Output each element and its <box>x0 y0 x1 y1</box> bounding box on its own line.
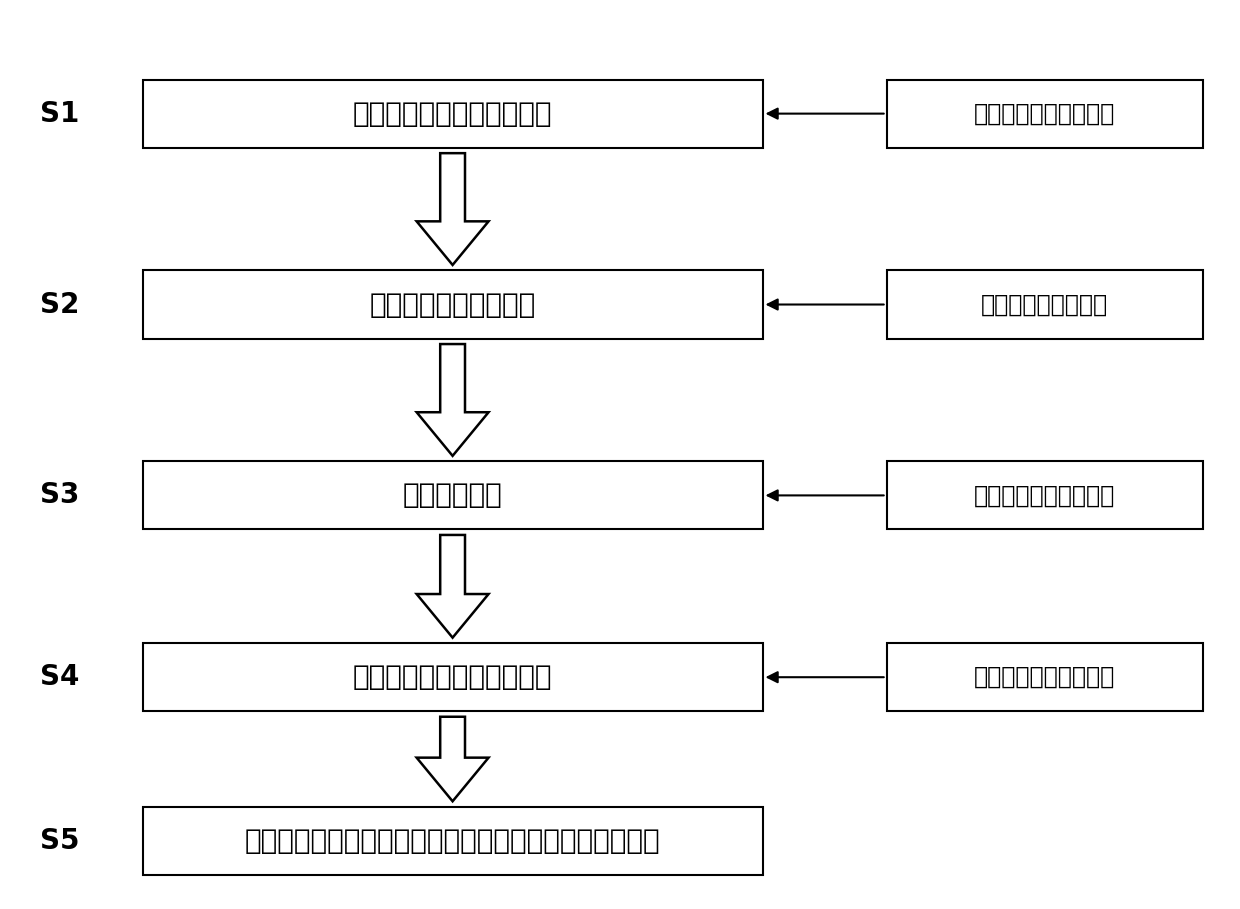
Polygon shape <box>417 534 489 638</box>
Text: 舌瓣闸调整至直立状态: 舌瓣闸调整至直立状态 <box>975 102 1115 125</box>
Text: 渠池水体体积: 渠池水体体积 <box>403 482 502 509</box>
Bar <box>143 461 763 529</box>
Text: 渠道水体体积计算模型: 渠道水体体积计算模型 <box>975 484 1115 507</box>
Bar <box>887 461 1203 529</box>
Text: S1: S1 <box>40 100 79 127</box>
Text: 系统累计充水量与充水时间: 系统累计充水量与充水时间 <box>353 664 552 691</box>
Bar <box>143 271 763 338</box>
Text: S2: S2 <box>40 291 79 318</box>
Text: 渠池水面线及断面水深: 渠池水面线及断面水深 <box>370 291 536 318</box>
Bar <box>887 271 1203 338</box>
Text: S5: S5 <box>40 827 79 854</box>
Text: S4: S4 <box>40 664 79 691</box>
Bar <box>143 807 763 874</box>
Text: S3: S3 <box>40 482 79 509</box>
Bar <box>143 80 763 147</box>
Polygon shape <box>417 344 489 456</box>
Text: 渠池充水量与充水时间: 渠池充水量与充水时间 <box>975 665 1115 689</box>
Polygon shape <box>417 716 489 802</box>
Polygon shape <box>417 153 489 265</box>
Text: 自水源地至受水区依次为各渠池充水，系统达到通水条件: 自水源地至受水区依次为各渠池充水，系统达到通水条件 <box>244 827 661 854</box>
Bar <box>887 644 1203 711</box>
Bar <box>887 80 1203 147</box>
Text: 渠道恒定流计算模型: 渠道恒定流计算模型 <box>981 293 1109 316</box>
Bar <box>143 644 763 711</box>
Text: 技术排水泵为出水渠道充水: 技术排水泵为出水渠道充水 <box>353 100 552 127</box>
